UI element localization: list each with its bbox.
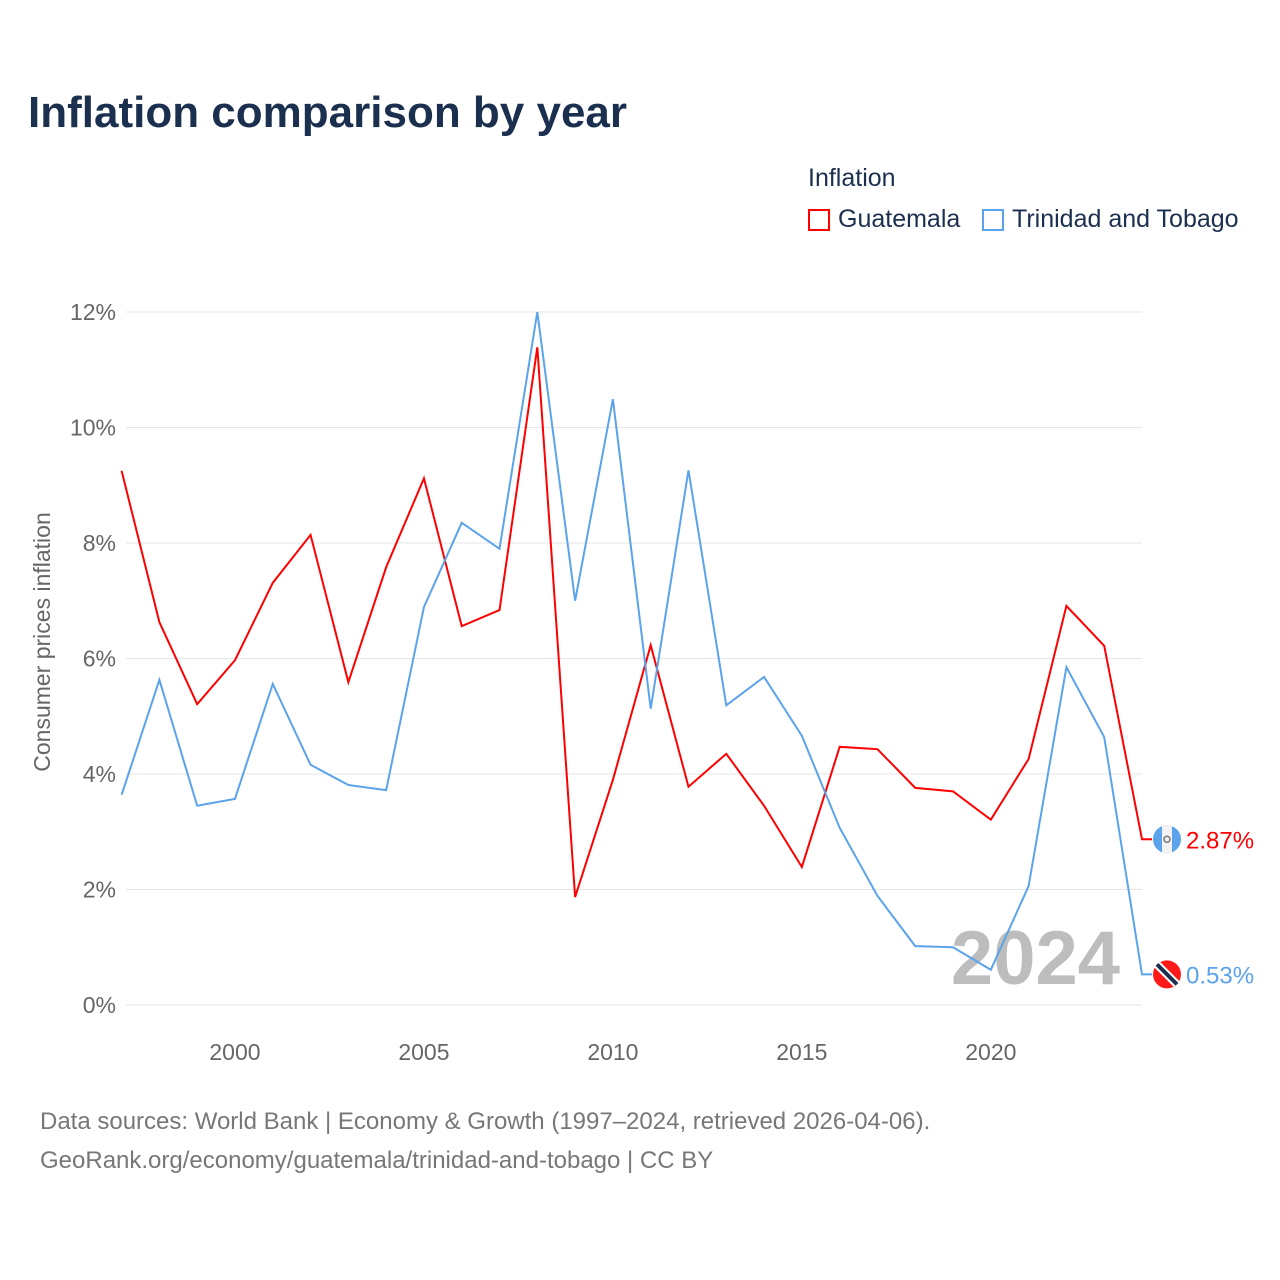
legend-label: Trinidad and Tobago [1012, 205, 1239, 233]
x-tick-label: 2005 [398, 1039, 449, 1065]
y-tick-label: 2% [83, 877, 116, 903]
footer-source: Data sources: World Bank | Economy & Gro… [40, 1108, 931, 1135]
y-tick-label: 8% [83, 530, 116, 556]
x-tick-label: 2010 [587, 1039, 638, 1065]
end-value-label: 0.53% [1186, 962, 1254, 989]
legend-swatch [808, 208, 830, 231]
series-line-trinidad [120, 311, 1152, 976]
y-tick-label: 4% [83, 761, 116, 787]
legend-label: Guatemala [838, 205, 961, 233]
footer-link[interactable]: GeoRank.org/economy/guatemala/trinidad-a… [40, 1147, 714, 1174]
x-tick-label: 2020 [965, 1039, 1016, 1065]
flag-stripe [1162, 825, 1172, 854]
y-tick-label: 6% [83, 646, 116, 672]
legend-swatch [982, 208, 1004, 231]
series-line-guatemala [120, 347, 1152, 898]
legend-title: Inflation [808, 164, 896, 192]
y-tick-label: 10% [70, 415, 116, 441]
y-tick-label: 0% [83, 992, 116, 1018]
y-tick-label: 12% [70, 299, 116, 325]
x-tick-label: 2015 [776, 1039, 827, 1065]
legend-item-trinidad[interactable]: Trinidad and Tobago [982, 205, 1239, 234]
y-axis-label: Consumer prices inflation [29, 512, 55, 772]
flag-emblem [1163, 835, 1171, 844]
end-value-label: 2.87% [1186, 827, 1254, 854]
x-tick-label: 2000 [209, 1039, 260, 1065]
year-watermark: 2024 [951, 916, 1120, 1001]
chart-title: Inflation comparison by year [28, 88, 628, 137]
legend-item-guatemala[interactable]: Guatemala [808, 205, 960, 234]
flag-stripe [1155, 962, 1179, 986]
